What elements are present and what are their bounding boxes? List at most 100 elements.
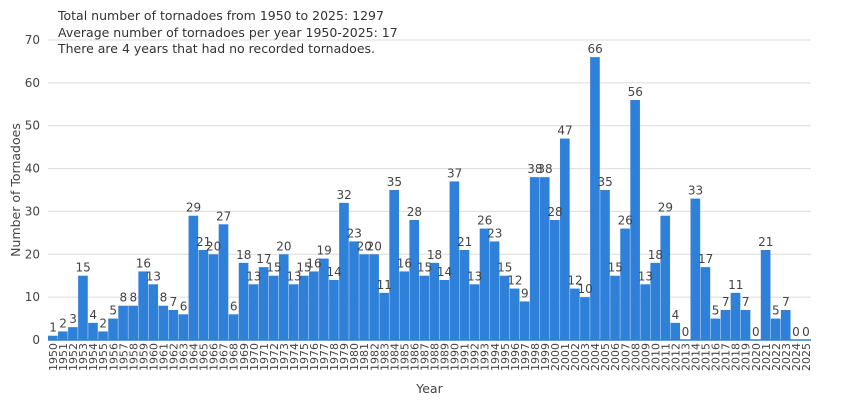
data-label: 1 bbox=[49, 321, 57, 335]
bar bbox=[329, 280, 339, 340]
data-label: 5 bbox=[712, 304, 720, 318]
bar bbox=[740, 310, 751, 340]
bar bbox=[630, 100, 640, 340]
data-label: 4 bbox=[89, 308, 97, 322]
x-tick-label: 1980 bbox=[348, 343, 361, 371]
data-label: 27 bbox=[216, 209, 231, 223]
data-label: 14 bbox=[326, 265, 341, 279]
data-label: 26 bbox=[477, 214, 492, 228]
bar bbox=[590, 57, 600, 341]
bar bbox=[218, 224, 229, 340]
x-tick-label: 1999 bbox=[539, 343, 552, 371]
x-tick-label: 2009 bbox=[639, 343, 652, 371]
bar bbox=[258, 267, 269, 340]
bar bbox=[459, 250, 470, 340]
data-label: 21 bbox=[457, 235, 472, 249]
x-tick-label: 1951 bbox=[57, 343, 70, 371]
data-label: 13 bbox=[467, 269, 482, 283]
bar bbox=[439, 280, 450, 340]
y-tick-label: 30 bbox=[25, 204, 40, 218]
bar bbox=[670, 322, 681, 340]
bar bbox=[58, 331, 68, 340]
x-tick-label: 1960 bbox=[147, 343, 160, 371]
data-label: 21 bbox=[196, 235, 211, 249]
bar bbox=[178, 314, 189, 340]
data-label: 66 bbox=[588, 42, 603, 56]
data-label: 2 bbox=[99, 316, 107, 330]
data-label: 47 bbox=[557, 124, 572, 138]
x-tick-label: 1990 bbox=[449, 343, 462, 371]
y-tick-label: 10 bbox=[25, 290, 40, 304]
annotation-total: Total number of tornadoes from 1950 to 2… bbox=[58, 8, 388, 23]
x-tick-label: 2021 bbox=[760, 343, 773, 371]
bar bbox=[48, 335, 58, 340]
data-label: 15 bbox=[608, 261, 623, 275]
x-tick-label: 2004 bbox=[589, 343, 602, 371]
bar bbox=[128, 305, 138, 340]
x-tick-label: 1966 bbox=[208, 343, 221, 371]
x-tick-label: 1988 bbox=[429, 343, 442, 371]
x-tick-label: 1957 bbox=[117, 343, 130, 371]
x-tick-label: 2013 bbox=[680, 343, 693, 371]
annotation-average: Average number of tornadoes per year 195… bbox=[58, 25, 402, 40]
x-tick-label: 1983 bbox=[378, 343, 391, 371]
data-label: 0 bbox=[802, 325, 810, 339]
x-tick-label: 1972 bbox=[268, 343, 281, 371]
data-label: 8 bbox=[119, 291, 127, 305]
x-tick-label: 1952 bbox=[67, 343, 80, 371]
x-tick-label: 1950 bbox=[47, 343, 60, 371]
data-label: 23 bbox=[487, 226, 502, 240]
bar bbox=[489, 241, 500, 340]
x-tick-label: 2010 bbox=[649, 343, 662, 371]
x-tick-label: 1987 bbox=[418, 343, 431, 371]
x-tick-label: 1995 bbox=[499, 343, 512, 371]
bar bbox=[389, 190, 399, 340]
bar bbox=[78, 275, 88, 340]
y-tick-label: 0 bbox=[32, 333, 40, 347]
x-tick-label: 2024 bbox=[790, 343, 803, 371]
data-label: 16 bbox=[136, 256, 151, 270]
x-tick-label: 2017 bbox=[720, 343, 733, 371]
y-axis-title: Number of Tornadoes bbox=[8, 123, 23, 257]
bar bbox=[98, 331, 108, 340]
data-label: 7 bbox=[722, 295, 730, 309]
x-tick-label: 2019 bbox=[740, 343, 753, 371]
x-tick-label: 2012 bbox=[669, 343, 682, 371]
data-label: 18 bbox=[427, 248, 442, 262]
x-tick-label: 1978 bbox=[328, 343, 341, 371]
x-tick-label: 2002 bbox=[569, 343, 582, 371]
data-label: 17 bbox=[698, 252, 713, 266]
bar bbox=[469, 284, 480, 340]
x-tick-label: 2018 bbox=[730, 343, 743, 371]
x-tick-label: 2020 bbox=[750, 343, 763, 371]
data-label: 5 bbox=[772, 304, 780, 318]
x-tick-label: 1973 bbox=[278, 343, 291, 371]
x-tick-label: 1964 bbox=[188, 343, 201, 371]
bar bbox=[700, 267, 711, 340]
y-tick-label: 20 bbox=[25, 247, 40, 261]
bar bbox=[760, 250, 771, 340]
x-tick-label: 1979 bbox=[338, 343, 351, 371]
x-tick-label: 1962 bbox=[167, 343, 180, 371]
bar bbox=[479, 228, 490, 340]
bar bbox=[168, 310, 179, 340]
data-label: 18 bbox=[648, 248, 663, 262]
bar bbox=[158, 305, 169, 340]
bar bbox=[369, 254, 379, 340]
bar bbox=[298, 275, 309, 340]
x-tick-label: 1971 bbox=[258, 343, 271, 371]
data-label: 20 bbox=[367, 239, 382, 253]
bar bbox=[309, 271, 319, 340]
bar bbox=[188, 215, 199, 340]
x-tick-label: 1994 bbox=[489, 343, 502, 371]
x-tick-label: 1976 bbox=[308, 343, 321, 371]
x-tick-label: 1986 bbox=[408, 343, 421, 371]
data-label: 7 bbox=[170, 295, 178, 309]
data-label: 13 bbox=[286, 269, 301, 283]
x-tick-label: 2016 bbox=[710, 343, 723, 371]
data-label: 23 bbox=[347, 226, 362, 240]
bar bbox=[399, 271, 410, 340]
x-tick-label: 1954 bbox=[87, 343, 100, 371]
data-label: 7 bbox=[742, 295, 750, 309]
